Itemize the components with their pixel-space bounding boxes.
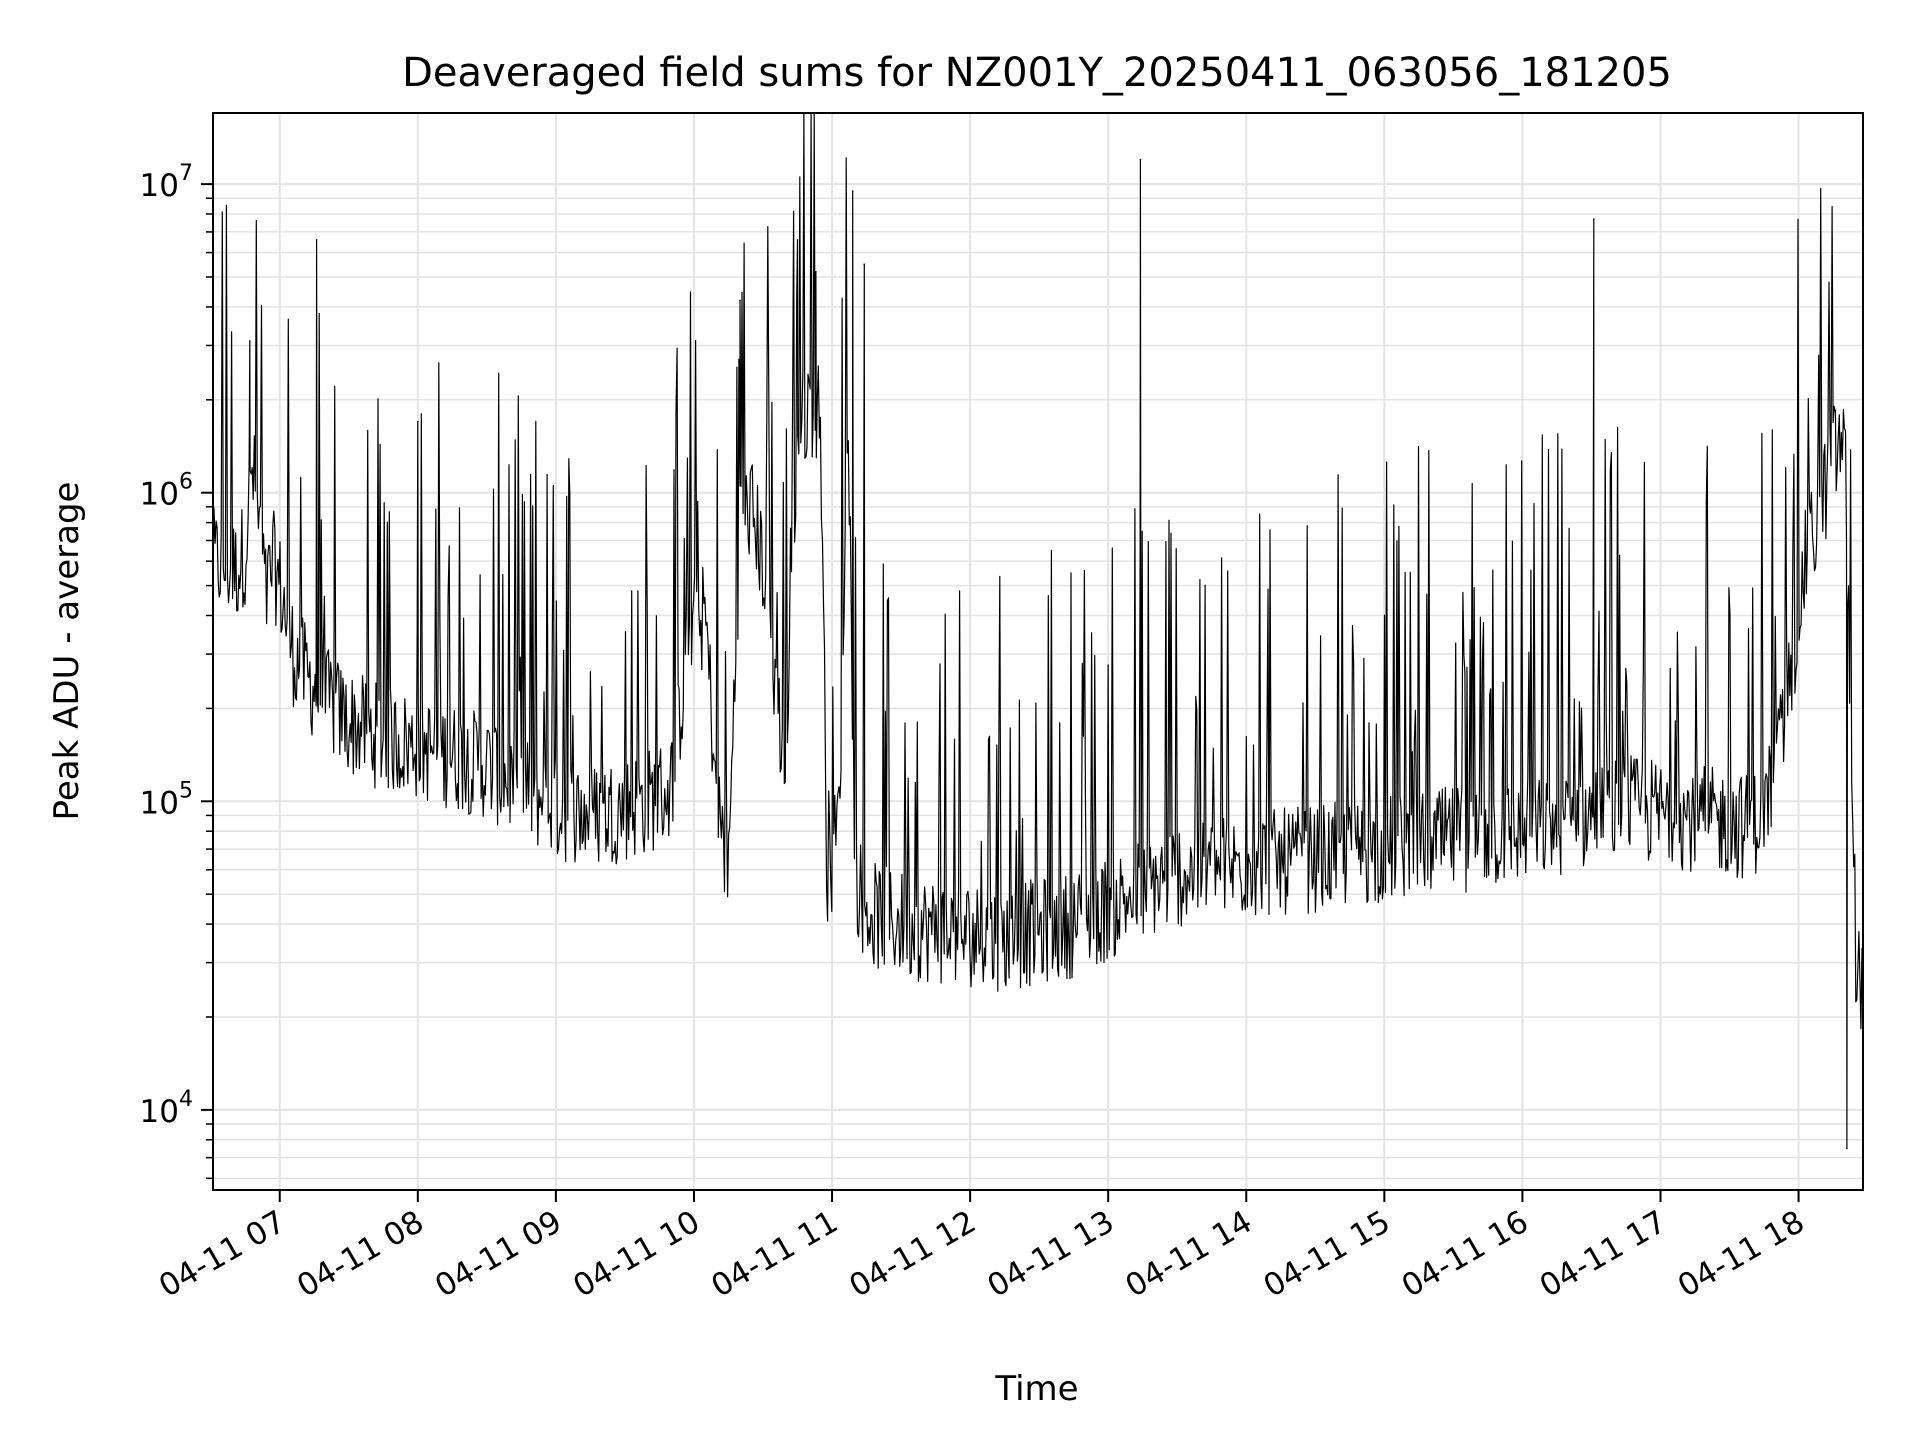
spike-point	[417, 420, 419, 423]
y-axis: 104 105 106 107	[140, 161, 213, 1180]
grid	[213, 113, 1863, 1190]
spike-point	[815, 270, 817, 273]
y-axis-label: Peak ADU - average	[47, 482, 87, 821]
spike-point	[1834, 409, 1837, 412]
x-axis-label: Time	[994, 1369, 1078, 1409]
plot-area	[212, 112, 1864, 1150]
x-tick-label: 04-11 17	[1534, 1204, 1673, 1305]
spike-point	[851, 190, 854, 192]
axes-frame	[212, 112, 1864, 1191]
y-tick-label: 107	[140, 161, 193, 204]
spike-point	[1139, 158, 1142, 161]
spike-point	[1846, 1147, 1848, 1150]
series-line	[212, 112, 1864, 1149]
x-tick-label: 04-11 13	[981, 1204, 1120, 1305]
y-tick-label: 106	[140, 470, 193, 513]
spike-point	[315, 239, 318, 241]
x-tick-label: 04-11 15	[1258, 1204, 1397, 1305]
spike-point	[739, 299, 741, 302]
x-tick-label: 04-11 07	[153, 1204, 292, 1305]
x-tick-label: 04-11 08	[291, 1204, 430, 1305]
x-tick-label: 04-11 11	[705, 1204, 844, 1305]
x-axis: 04-11 07 04-11 08 04-11 09 04-11 10 04-11 11…	[153, 1190, 1811, 1305]
spike-point	[863, 263, 866, 266]
chart-title: Deaveraged field sums for NZ001Y_2025041…	[402, 50, 1672, 96]
spike-point	[796, 239, 799, 241]
y-tick-label: 105	[140, 778, 193, 821]
y-tick-label: 104	[140, 1087, 193, 1130]
x-tick-label: 04-11 16	[1396, 1204, 1535, 1305]
spike-point	[249, 340, 251, 342]
x-tick-label: 04-11 10	[567, 1204, 706, 1305]
x-tick-label: 04-11 18	[1672, 1204, 1811, 1305]
x-tick-label: 04-11 14	[1120, 1204, 1259, 1305]
x-tick-label: 04-11 12	[843, 1204, 982, 1305]
x-tick-label: 04-11 09	[429, 1204, 568, 1305]
spike-point	[1592, 218, 1595, 220]
